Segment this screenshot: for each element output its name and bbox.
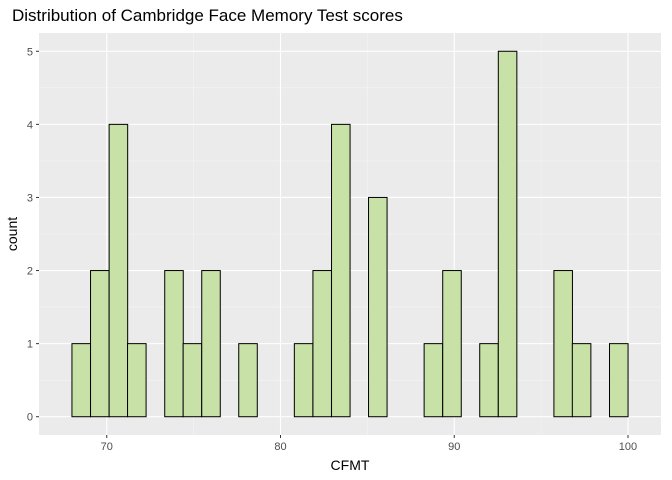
- histogram-bar: [368, 196, 388, 418]
- histogram-bar: [90, 270, 110, 418]
- y-tick-label: 4: [27, 119, 33, 131]
- histogram-bar: [442, 270, 462, 418]
- histogram-bar: [423, 343, 444, 418]
- histogram-bar: [312, 270, 332, 418]
- histogram-bar: [108, 123, 129, 418]
- histogram-bar: [553, 270, 573, 418]
- y-tick-label: 1: [27, 339, 33, 351]
- chart-title: Distribution of Cambridge Face Memory Te…: [12, 6, 403, 25]
- histogram-bar: [293, 343, 314, 418]
- histogram-bar: [609, 343, 629, 418]
- y-tick-label: 2: [27, 266, 33, 278]
- x-tick-label: 100: [619, 441, 637, 453]
- y-tick-label: 5: [27, 46, 33, 58]
- x-axis-title: CFMT: [331, 457, 370, 473]
- histogram-bar: [164, 270, 184, 418]
- histogram-bar: [331, 123, 351, 418]
- y-tick-label: 0: [27, 412, 33, 424]
- histogram-bar: [238, 343, 258, 418]
- histogram-bar: [201, 270, 221, 418]
- x-tick-label: 70: [101, 441, 113, 453]
- y-axis-ticks: 0 1 2 3 4 5: [27, 46, 39, 424]
- histogram-bar: [182, 343, 203, 418]
- histogram-bars: [71, 50, 629, 418]
- x-axis-ticks: 70 80 90 100: [101, 435, 637, 453]
- y-axis-title: count: [4, 217, 20, 251]
- histogram-bar: [71, 343, 91, 418]
- histogram-bar: [571, 343, 592, 418]
- x-tick-label: 90: [448, 441, 460, 453]
- x-tick-label: 80: [274, 441, 286, 453]
- y-tick-label: 3: [27, 192, 33, 204]
- histogram-bar: [479, 343, 499, 418]
- histogram-bar: [127, 343, 147, 418]
- histogram-bar: [497, 50, 518, 418]
